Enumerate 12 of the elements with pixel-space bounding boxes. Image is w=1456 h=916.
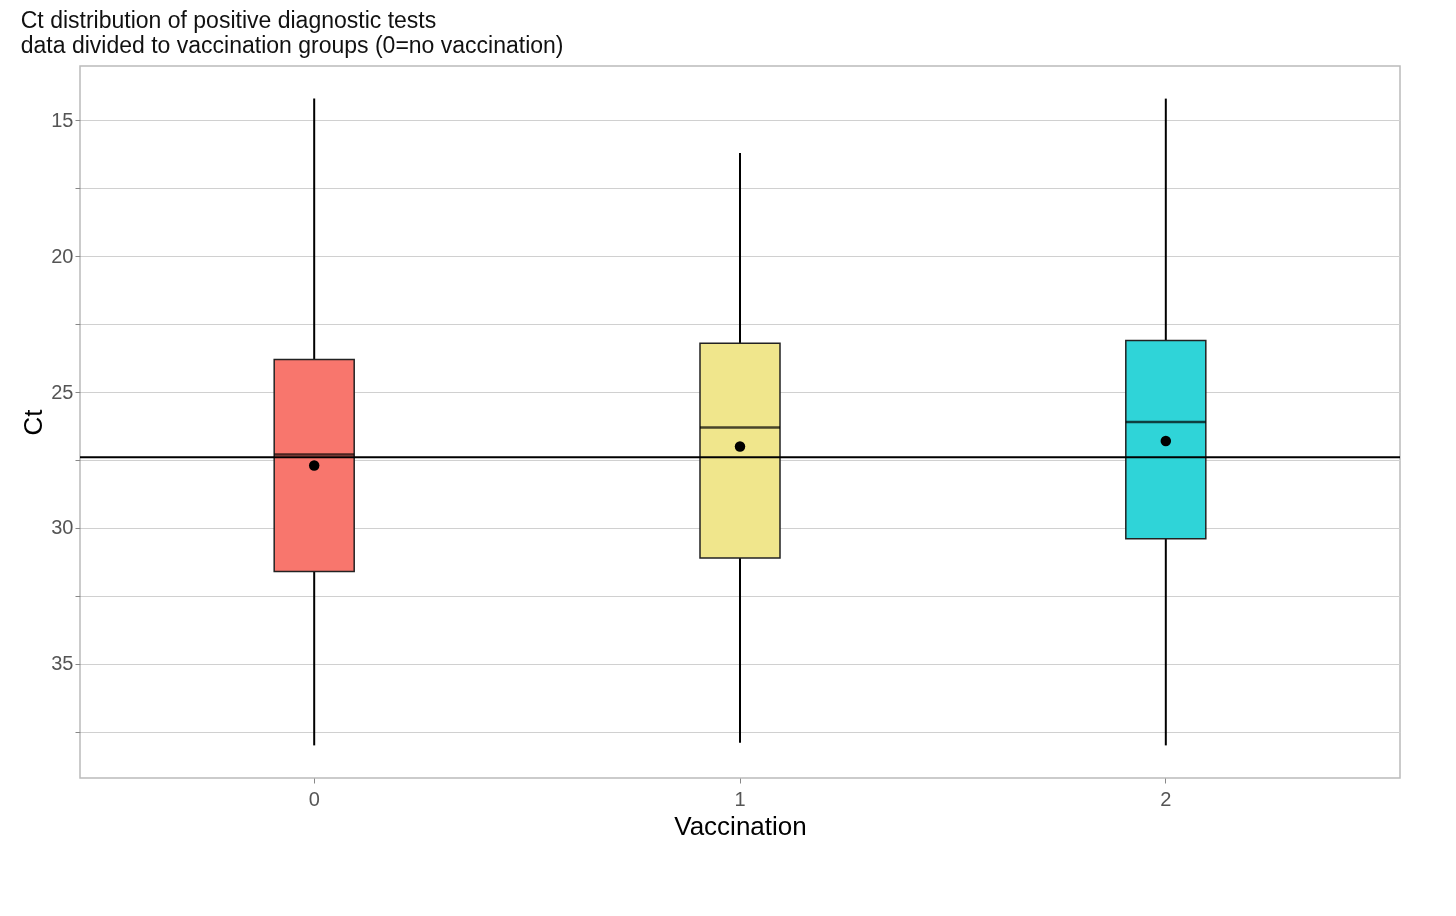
y-tick-label: 15 [51, 108, 74, 131]
y-tick-label: 20 [51, 244, 74, 267]
x-tick-label: 1 [734, 787, 746, 810]
chart-subtitle: data divided to vaccination groups (0=no vaccination) [20, 32, 564, 58]
y-tick-label: 30 [51, 516, 74, 539]
y-tick-label: 25 [51, 380, 74, 403]
x-axis-title: Vaccination [674, 810, 807, 841]
y-axis-title: Ct [18, 408, 49, 436]
chart-title: Ct distribution of positive diagnostic tests [20, 7, 437, 33]
y-tick-label: 35 [51, 652, 74, 675]
x-tick-label: 0 [308, 787, 320, 810]
x-tick-label: 2 [1160, 787, 1172, 810]
